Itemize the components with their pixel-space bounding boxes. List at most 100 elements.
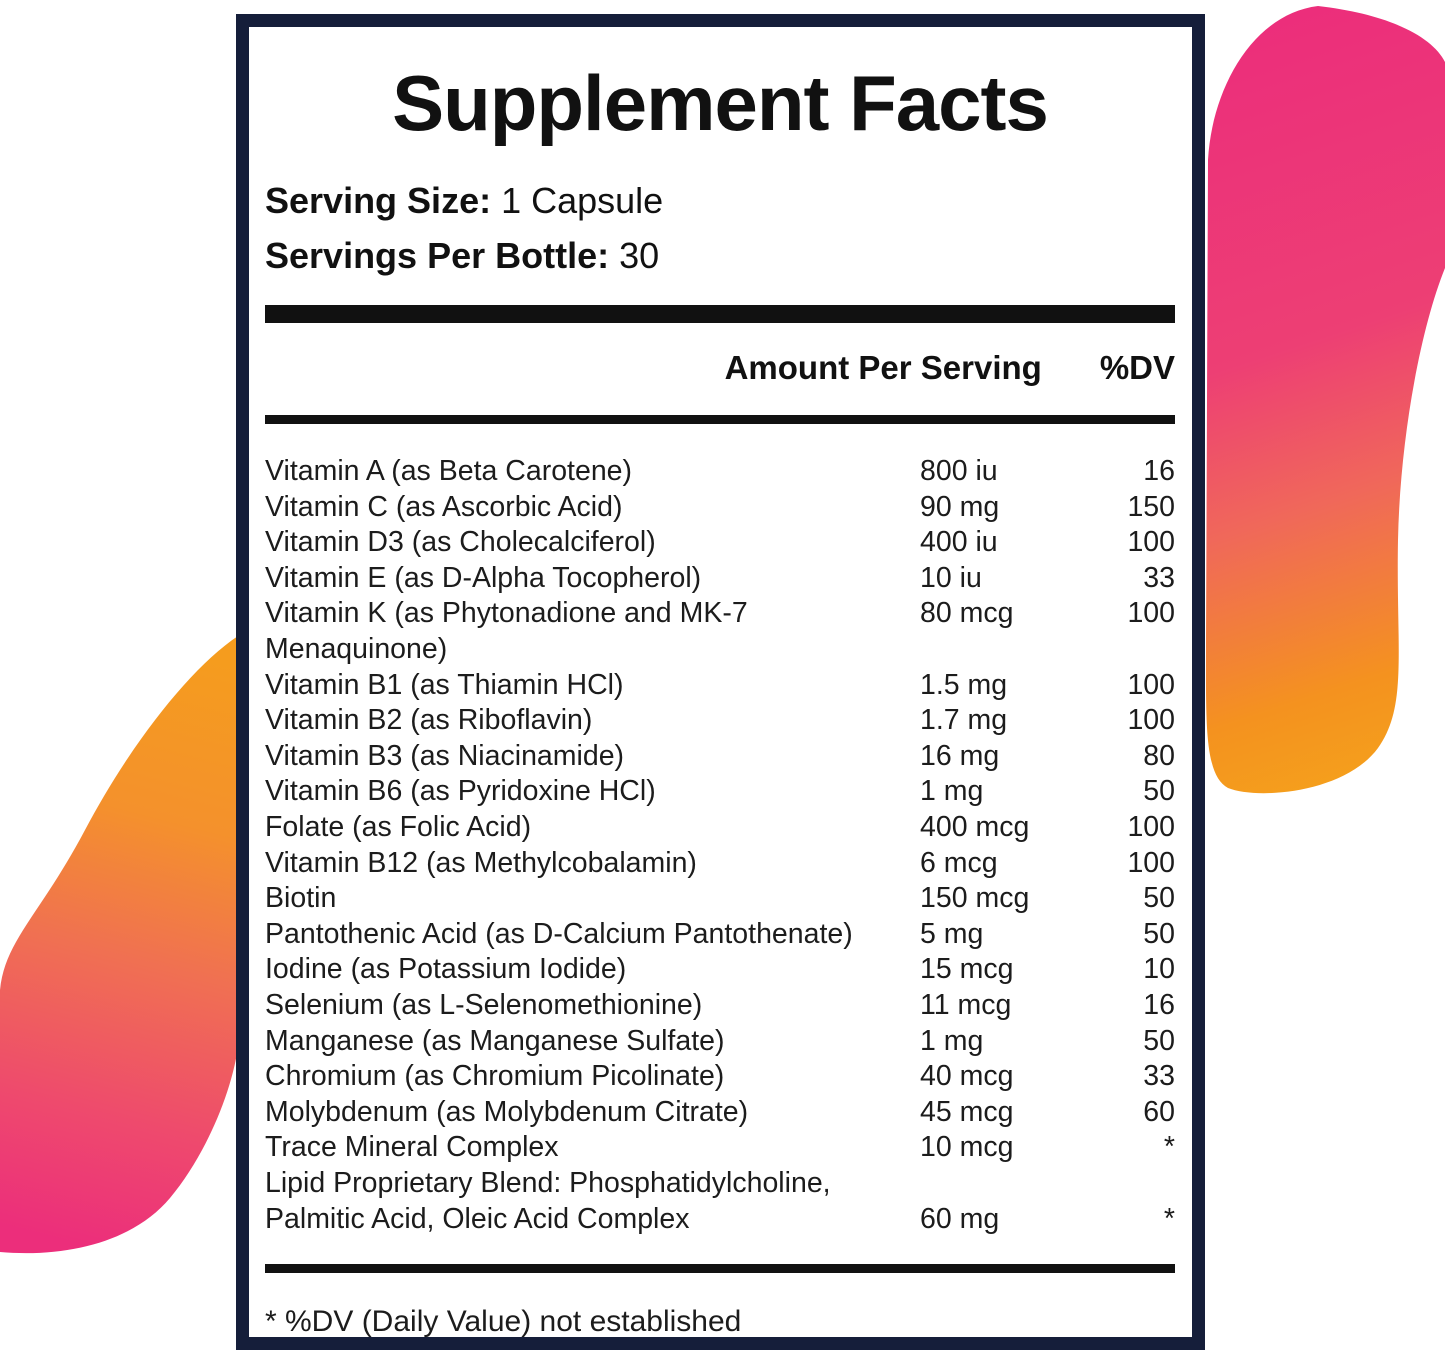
ingredient-name: Vitamin B12 (as Methylcobalamin) [265, 846, 697, 879]
ingredient-amount: 400 iu [920, 526, 998, 559]
ingredient-amount: 400 mcg [920, 810, 1030, 843]
table-row: Vitamin B2 (as Riboflavin) 1.7 mg 100 [265, 703, 1175, 739]
table-row: Trace Mineral Complex 10 mcg * [265, 1130, 1175, 1166]
ingredient-amount: 40 mcg [920, 1060, 1014, 1093]
ingredient-name: Vitamin A (as Beta Carotene) [265, 455, 633, 488]
table-row: Vitamin B3 (as Niacinamide) 16 mg 80 [265, 739, 1175, 775]
ingredient-name: Trace Mineral Complex [265, 1131, 559, 1164]
divider-bar-header [265, 415, 1175, 425]
ingredient-amount: 80 mcg [920, 597, 1014, 630]
supplement-facts-panel: Supplement Facts Serving Size: 1 Capsule… [236, 14, 1205, 1350]
ingredient-dv: 16 [1143, 988, 1175, 1021]
serving-info: Serving Size: 1 Capsule Servings Per Bot… [265, 173, 1175, 283]
ingredient-dv: 100 [1127, 597, 1175, 630]
ingredient-dv: 33 [1143, 561, 1175, 594]
ingredient-amount: 90 mg [920, 490, 1000, 523]
ingredient-name: Vitamin B1 (as Thiamin HCl) [265, 668, 624, 701]
ingredient-dv: 33 [1143, 1060, 1175, 1093]
table-row: Selenium (as L-Selenomethionine) 11 mcg 16 [265, 988, 1175, 1024]
ingredient-dv: 50 [1143, 917, 1175, 950]
table-row-blend: Lipid Proprietary Blend: Phosphatidylcho… [265, 1166, 1175, 1237]
table-row: Molybdenum (as Molybdenum Citrate) 45 mcg… [265, 1095, 1175, 1131]
ingredient-amount: 10 mcg [920, 1131, 1014, 1164]
ingredient-dv: 100 [1127, 704, 1175, 737]
serving-size-label: Serving Size: [265, 179, 492, 221]
ingredient-dv: * [1163, 1202, 1175, 1235]
ingredient-name: Pantothenic Acid (as D-Calcium Pantothen… [265, 917, 853, 950]
amount-per-serving-header: Amount Per Serving [724, 349, 1042, 387]
ingredient-name: Biotin [265, 882, 337, 915]
table-row: Vitamin A (as Beta Carotene) 800 iu 16 [265, 454, 1175, 490]
pink-orange-blob-right [1205, 6, 1445, 794]
ingredient-name: Vitamin K (as Phytonadione and MK-7 Mena… [265, 597, 748, 666]
table-row: Chromium (as Chromium Picolinate) 40 mcg 3… [265, 1059, 1175, 1095]
ingredient-dv: 80 [1143, 739, 1175, 772]
ingredient-amount: 15 mcg [920, 953, 1014, 986]
ingredient-name: Vitamin C (as Ascorbic Acid) [265, 490, 623, 523]
serving-size-line: Serving Size: 1 Capsule [265, 173, 1175, 228]
ingredient-dv: 50 [1143, 882, 1175, 915]
ingredient-amount: 150 mcg [920, 882, 1030, 915]
ingredient-name: Vitamin D3 (as Cholecalciferol) [265, 526, 656, 559]
ingredient-dv: 100 [1127, 526, 1175, 559]
servings-per-bottle-line: Servings Per Bottle: 30 [265, 228, 1175, 283]
panel-title: Supplement Facts [392, 59, 1049, 147]
ingredient-dv: 100 [1127, 810, 1175, 843]
table-row: Vitamin B12 (as Methylcobalamin) 6 mcg 100 [265, 846, 1175, 882]
ingredient-dv: 16 [1143, 455, 1175, 488]
ingredient-name: Selenium (as L-Selenomethionine) [265, 988, 703, 1021]
ingredient-name: Manganese (as Manganese Sulfate) [265, 1024, 725, 1057]
ingredient-name: Iodine (as Potassium Iodide) [265, 953, 627, 986]
ingredient-amount: 6 mcg [920, 846, 998, 879]
divider-bar-bottom [265, 1264, 1175, 1274]
ingredient-amount: 800 iu [920, 455, 998, 488]
ingredient-dv: 10 [1143, 953, 1175, 986]
table-row: Folate (as Folic Acid) 400 mcg 100 [265, 810, 1175, 846]
ingredient-amount: 10 iu [920, 561, 982, 594]
ingredient-dv: 60 [1143, 1095, 1175, 1128]
divider-bar-top [265, 305, 1175, 324]
ingredient-name: Folate (as Folic Acid) [265, 810, 532, 843]
ingredient-dv: 100 [1127, 846, 1175, 879]
ingredient-name: Molybdenum (as Molybdenum Citrate) [265, 1095, 749, 1128]
table-row: Iodine (as Potassium Iodide) 15 mcg 10 [265, 952, 1175, 988]
table-row: Vitamin B6 (as Pyridoxine HCl) 1 mg 50 [265, 774, 1175, 810]
ingredient-amount: 11 mcg [920, 988, 1012, 1021]
orange-pink-blob-left [0, 636, 239, 1254]
table-row: Vitamin E (as D-Alpha Tocopherol) 10 iu 33 [265, 561, 1175, 597]
serving-size-value: 1 Capsule [501, 179, 664, 221]
dv-footnote: * %DV (Daily Value) not established [265, 1305, 742, 1339]
ingredient-name: Lipid Proprietary Blend: Phosphatidylcho… [265, 1166, 831, 1235]
dv-header: %DV [1099, 349, 1175, 387]
ingredient-dv: 50 [1143, 775, 1175, 808]
ingredient-dv: 50 [1143, 1024, 1175, 1057]
table-row: Biotin 150 mcg 50 [265, 881, 1175, 917]
ingredient-amount: 1.5 mg [920, 668, 1008, 701]
ingredient-name: Chromium (as Chromium Picolinate) [265, 1060, 725, 1093]
ingredient-amount: 1 mg [920, 1024, 984, 1057]
ingredient-amount: 16 mg [920, 739, 1000, 772]
ingredient-name: Vitamin B6 (as Pyridoxine HCl) [265, 775, 656, 808]
ingredient-table: Vitamin A (as Beta Carotene) 800 iu 16 Vit… [265, 454, 1175, 1237]
table-row: Vitamin K (as Phytonadione and MK-7 Mena… [265, 596, 1175, 667]
servings-per-bottle-label: Servings Per Bottle: [265, 234, 610, 276]
table-row: Vitamin B1 (as Thiamin HCl) 1.5 mg 100 [265, 668, 1175, 704]
table-row: Vitamin C (as Ascorbic Acid) 90 mg 150 [265, 490, 1175, 526]
ingredient-dv: 100 [1127, 668, 1175, 701]
ingredient-dv: 150 [1127, 490, 1175, 523]
ingredient-name: Vitamin E (as D-Alpha Tocopherol) [265, 561, 702, 594]
ingredient-name: Vitamin B2 (as Riboflavin) [265, 704, 593, 737]
ingredient-amount: 45 mcg [920, 1095, 1014, 1128]
table-column-header: Amount Per Serving %DV [265, 323, 1175, 415]
ingredient-amount: 60 mg [920, 1202, 1000, 1235]
servings-per-bottle-value: 30 [619, 234, 660, 276]
table-row: Manganese (as Manganese Sulfate) 1 mg 50 [265, 1024, 1175, 1060]
ingredient-name: Vitamin B3 (as Niacinamide) [265, 739, 625, 772]
ingredient-dv: * [1163, 1131, 1175, 1164]
ingredient-amount: 1.7 mg [920, 704, 1008, 737]
ingredient-amount: 1 mg [920, 775, 984, 808]
ingredient-amount: 5 mg [920, 917, 984, 950]
table-row: Vitamin D3 (as Cholecalciferol) 400 iu 100 [265, 525, 1175, 561]
table-row: Pantothenic Acid (as D-Calcium Pantothen… [265, 917, 1175, 953]
